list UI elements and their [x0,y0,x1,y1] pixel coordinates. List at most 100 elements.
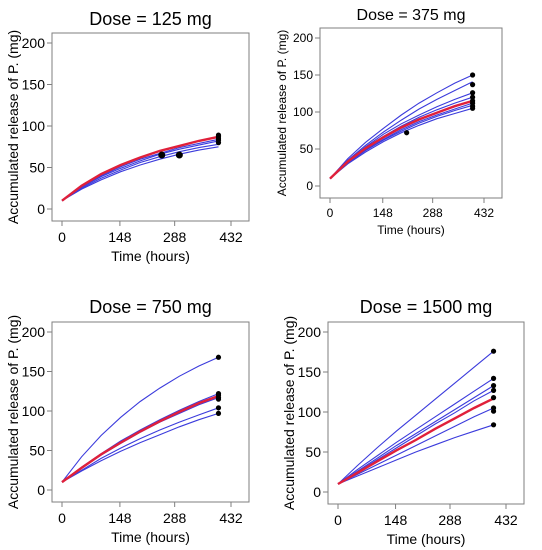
x-tick-label: 0 [58,229,66,245]
x-tick-label: 432 [219,510,243,526]
chart-title: Dose = 1500 mg [360,297,493,317]
observed-point [469,72,476,78]
observed-point [469,105,476,111]
observed-point [215,354,222,360]
x-axis-label: Time (hours) [111,529,190,545]
plot-frame [327,321,525,505]
y-axis-label: Accumulated release of P. (mg) [275,30,289,197]
x-tick-label: 432 [474,206,494,220]
x-tick-label: 0 [58,510,66,526]
y-tick-label: 100 [22,118,46,134]
series-line [61,356,219,483]
y-tick-label: 150 [22,76,46,92]
observed-point [175,151,183,159]
plot-frame [319,27,503,199]
chart-title: Dose = 375 mg [357,7,466,24]
x-tick-label: 148 [108,510,132,526]
y-tick-label: 100 [22,403,46,419]
observed-point [215,132,222,138]
y-axis-label: Accumulated release of P. (mg) [281,316,297,510]
y-tick-label: 200 [298,324,322,340]
observed-point [490,408,497,414]
series-line [329,104,473,180]
panel-3: Dose = 750 mg 0 50 100 150 200 0 148 288 432 Time … [5,297,250,545]
y-tick-label: 50 [29,442,45,458]
y-tick-label: 150 [22,363,46,379]
y-tick-label: 150 [298,364,322,380]
x-axis-label: Time (hours) [111,248,190,264]
y-tick-label: 50 [29,159,45,175]
series-line [337,385,494,485]
series-line [337,377,494,485]
series-line [329,96,473,179]
observed-point [469,90,476,96]
x-tick-label: 288 [163,510,187,526]
x-tick-label: 148 [373,206,393,220]
x-tick-label: 288 [423,206,443,220]
panel-2: Dose = 375 mg 0 50 100 150 200 0 148 288 432 Time … [275,7,503,237]
y-axis-label: Accumulated release of P. (mg) [5,30,21,224]
x-axis-label: Time (hours) [387,531,466,547]
plot-frame [51,321,250,503]
x-tick-label: 432 [494,512,518,528]
chart-title: Dose = 125 mg [89,9,212,29]
observed-point [469,82,476,88]
chart-title: Dose = 750 mg [89,297,212,317]
series-line [337,424,494,485]
series-line [337,350,494,485]
series-line [337,407,494,485]
mean-curve [329,99,473,180]
series-line [329,81,473,179]
observed-point [469,94,476,100]
series-line [329,107,473,180]
y-tick-label: 100 [298,404,322,420]
observed-point [490,375,497,381]
y-tick-label: 0 [306,179,313,193]
series-line [61,146,219,202]
mean-curve [61,394,219,484]
y-tick-label: 0 [37,482,45,498]
observed-point [490,395,497,401]
mean-curve [337,397,495,486]
y-axis-label: Accumulated release of P. (mg) [5,315,21,509]
series-line [61,407,219,483]
y-tick-label: 150 [293,68,313,82]
observed-point [490,348,497,354]
y-tick-label: 100 [293,105,313,119]
series-line [329,100,473,180]
observed-point [215,410,222,416]
x-axis-label: Time (hours) [377,223,445,237]
observed-point [215,405,222,411]
x-tick-label: 288 [163,229,187,245]
observed-point [158,151,166,159]
observed-point [490,422,497,428]
series-line [329,92,473,179]
observed-point [404,130,410,136]
observed-point [490,383,497,389]
x-tick-label: 148 [384,512,408,528]
x-tick-label: 148 [108,229,132,245]
y-tick-label: 200 [293,31,313,45]
mean-curve [61,135,219,202]
series-line [329,74,473,179]
series-line [61,143,219,202]
observed-point [215,396,222,402]
x-tick-label: 0 [334,512,342,528]
y-tick-label: 0 [313,484,321,500]
series-line [61,412,219,483]
y-tick-label: 50 [300,142,314,156]
series-line [61,140,219,202]
x-tick-label: 288 [438,512,462,528]
panel-4: Dose = 1500 mg 0 50 100 150 200 0 148 288 432 Time… [281,297,525,547]
y-tick-label: 200 [22,35,46,51]
plot-frame [51,32,250,222]
y-tick-label: 200 [22,324,46,340]
y-tick-label: 0 [37,201,45,217]
observed-point [490,387,497,393]
x-tick-label: 0 [327,206,334,220]
panel-1: Dose = 125 mg 0 50 100 150 200 0 148 288 432 Time … [5,9,250,264]
x-tick-label: 432 [219,229,243,245]
y-tick-label: 50 [305,444,321,460]
